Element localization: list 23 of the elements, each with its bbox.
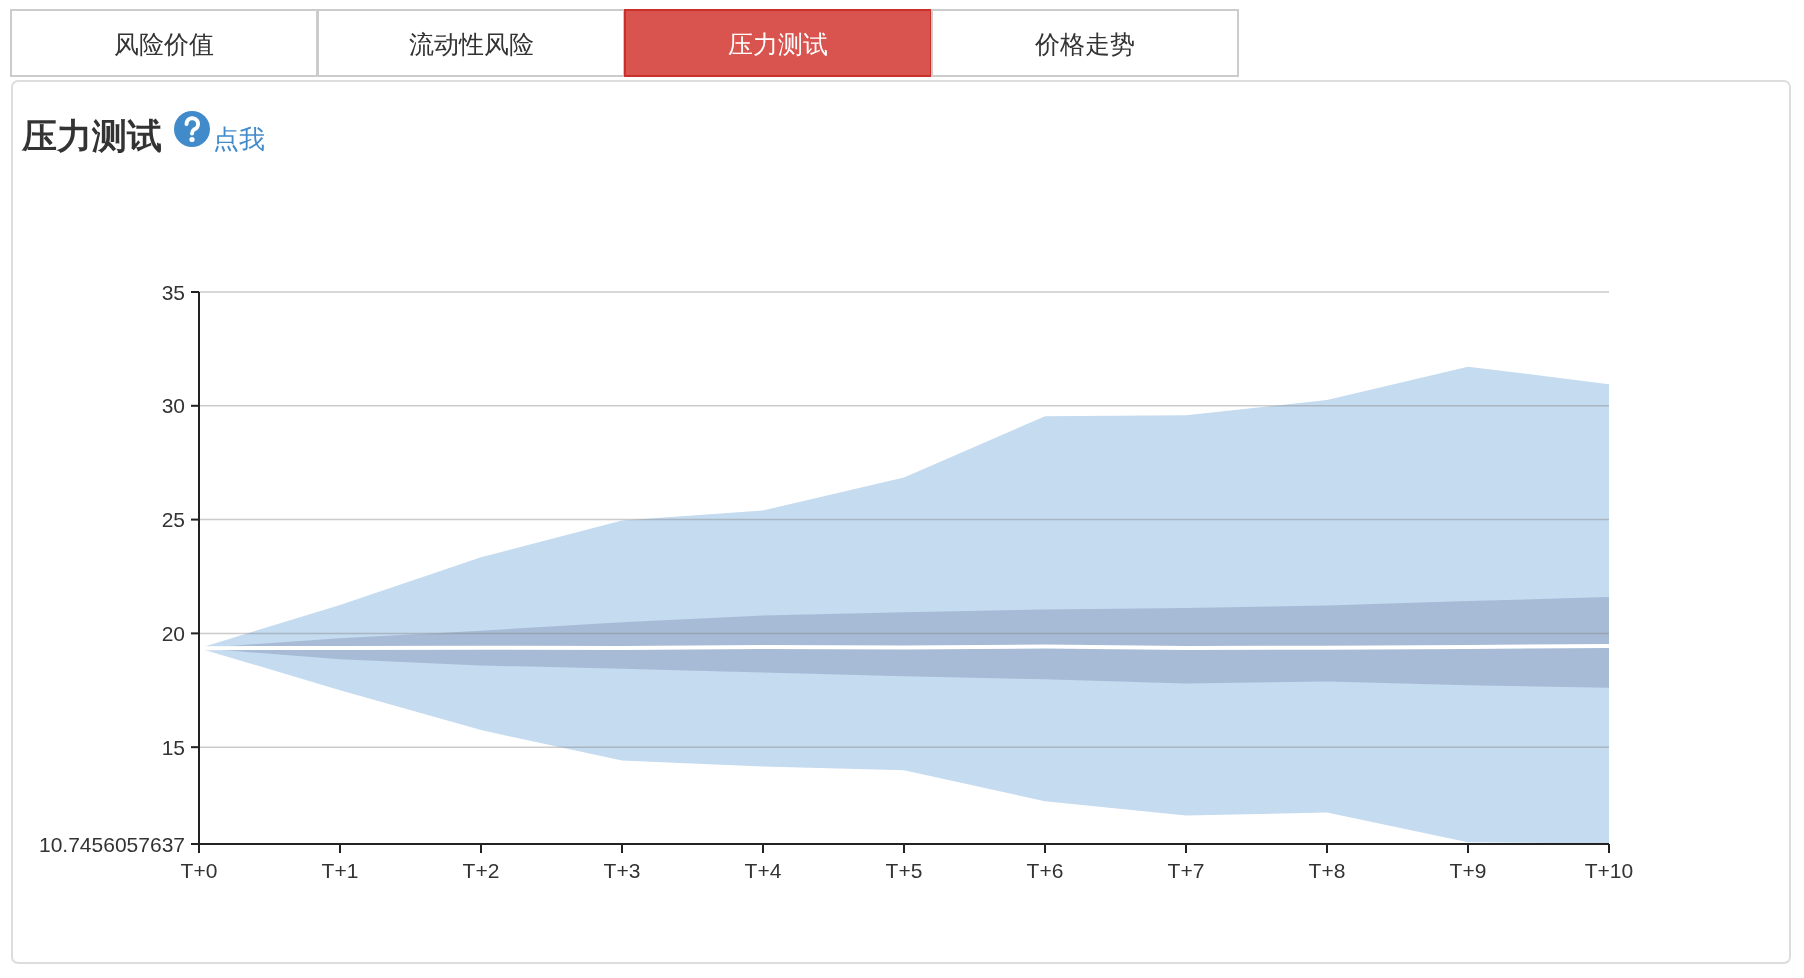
chart-title: 压力测试 [21,116,162,155]
x-tick-label: T+1 [321,859,359,882]
y-tick-label: 30 [161,394,185,418]
x-tick-label: T+5 [885,859,923,882]
text: 点我 [213,124,265,154]
x-tick-label: T+3 [603,859,641,882]
y-tick-label: 20 [161,621,185,645]
x-tick-label: T+0 [180,859,218,882]
y-tick-label: 25 [161,508,185,532]
x-tick-label: T+8 [1308,859,1346,882]
x-tick-label: T+9 [1449,859,1487,882]
tab: 流动性风险 [317,9,625,77]
x-tick-label: T+4 [744,859,782,882]
y-tick-label: 15 [161,735,185,759]
x-tick-label: T+6 [1026,859,1064,882]
tab: 风险价值 [10,9,318,77]
y-tick-label: 10.7456057637 [39,832,185,856]
tab: 价格走势 [931,9,1239,77]
y-tick-label: 35 [161,280,185,304]
x-tick-label: T+2 [462,859,500,882]
x-tick-label: T+7 [1167,859,1205,882]
tab-active: 压力测试 [624,9,932,77]
x-tick-label: T+10 [1584,859,1634,882]
